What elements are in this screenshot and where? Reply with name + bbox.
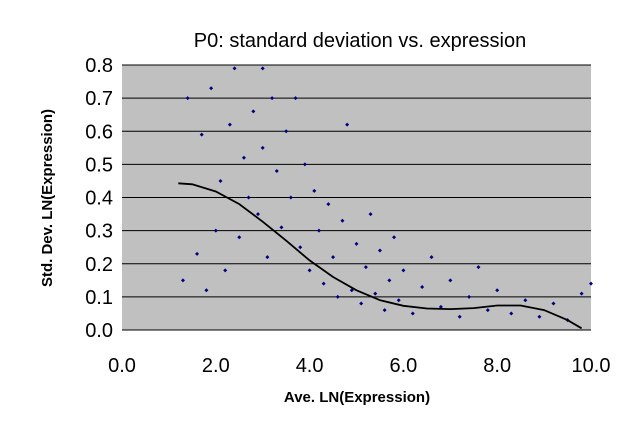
chart-title: P0: standard deviation vs. expression <box>194 30 526 52</box>
data-point <box>260 145 265 150</box>
data-point <box>199 132 204 137</box>
data-point <box>495 288 500 293</box>
data-point <box>326 202 331 207</box>
data-point <box>537 314 542 319</box>
data-point <box>316 228 321 233</box>
data-point <box>256 212 261 217</box>
y-tick-label: 0.3 <box>85 221 113 243</box>
y-tick-label: 0.0 <box>85 320 113 342</box>
data-point <box>340 218 345 223</box>
data-point <box>312 188 317 193</box>
data-point <box>251 109 256 114</box>
x-tick-label: 6.0 <box>389 355 417 377</box>
data-point <box>410 311 415 316</box>
data-point <box>223 268 228 273</box>
data-point <box>288 195 293 200</box>
data-point <box>345 122 350 127</box>
x-tick-label: 4.0 <box>296 355 324 377</box>
data-point <box>274 169 279 173</box>
data-point <box>270 96 275 101</box>
data-point <box>209 86 214 91</box>
data-point <box>373 291 378 296</box>
data-point <box>354 241 359 246</box>
data-point <box>241 155 246 160</box>
x-tick-label: 10.0 <box>572 355 611 377</box>
data-point <box>396 298 401 303</box>
data-point <box>387 278 392 283</box>
data-point <box>284 129 289 134</box>
y-tick-label: 0.2 <box>85 254 113 276</box>
data-point <box>307 268 312 273</box>
data-point <box>349 288 354 293</box>
y-tick-label: 0.6 <box>85 121 113 143</box>
data-point <box>246 195 251 200</box>
data-point <box>509 311 514 316</box>
data-point <box>429 255 434 260</box>
data-point <box>185 96 190 101</box>
data-point <box>363 265 368 270</box>
data-point <box>298 245 303 250</box>
x-axis-label: Ave. LN(Expression) <box>284 389 430 406</box>
x-tick-label: 2.0 <box>202 355 230 377</box>
data-point <box>213 228 218 233</box>
y-tick-label: 0.4 <box>85 188 113 210</box>
y-tick-label: 0.5 <box>85 154 113 176</box>
data-point <box>438 304 443 309</box>
data-point <box>377 248 382 253</box>
data-point <box>420 284 425 289</box>
y-tick-label: 0.1 <box>85 287 113 309</box>
data-point <box>457 314 462 319</box>
x-tick-label: 8.0 <box>483 355 511 377</box>
data-point <box>237 235 242 240</box>
trend-line <box>178 182 583 330</box>
data-point <box>232 66 237 71</box>
data-point <box>392 235 397 240</box>
data-point <box>589 281 593 286</box>
data-point <box>195 251 200 256</box>
data-point <box>359 301 364 306</box>
data-point <box>293 96 298 101</box>
data-point <box>368 212 373 217</box>
data-point <box>302 162 307 167</box>
data-point <box>448 278 453 283</box>
data-point <box>476 265 481 270</box>
data-point <box>401 268 406 273</box>
data-point <box>204 288 209 293</box>
data-point <box>218 178 223 183</box>
data-point <box>265 255 270 260</box>
data-point <box>382 308 387 313</box>
data-point <box>485 308 490 313</box>
data-point <box>523 298 528 303</box>
data-point <box>467 294 472 299</box>
y-tick-label: 0.7 <box>85 88 113 110</box>
data-point <box>227 122 232 127</box>
data-point <box>331 255 336 260</box>
data-point <box>335 294 340 299</box>
data-point <box>279 225 284 230</box>
data-point <box>321 281 326 286</box>
y-tick-label: 0.8 <box>85 55 113 77</box>
x-tick-label: 0.0 <box>108 355 136 377</box>
data-point <box>551 301 556 306</box>
data-point <box>579 291 584 296</box>
data-point <box>180 278 185 283</box>
data-point <box>260 66 265 71</box>
y-axis-label: Std. Dev. LN(Expression) <box>39 109 56 287</box>
